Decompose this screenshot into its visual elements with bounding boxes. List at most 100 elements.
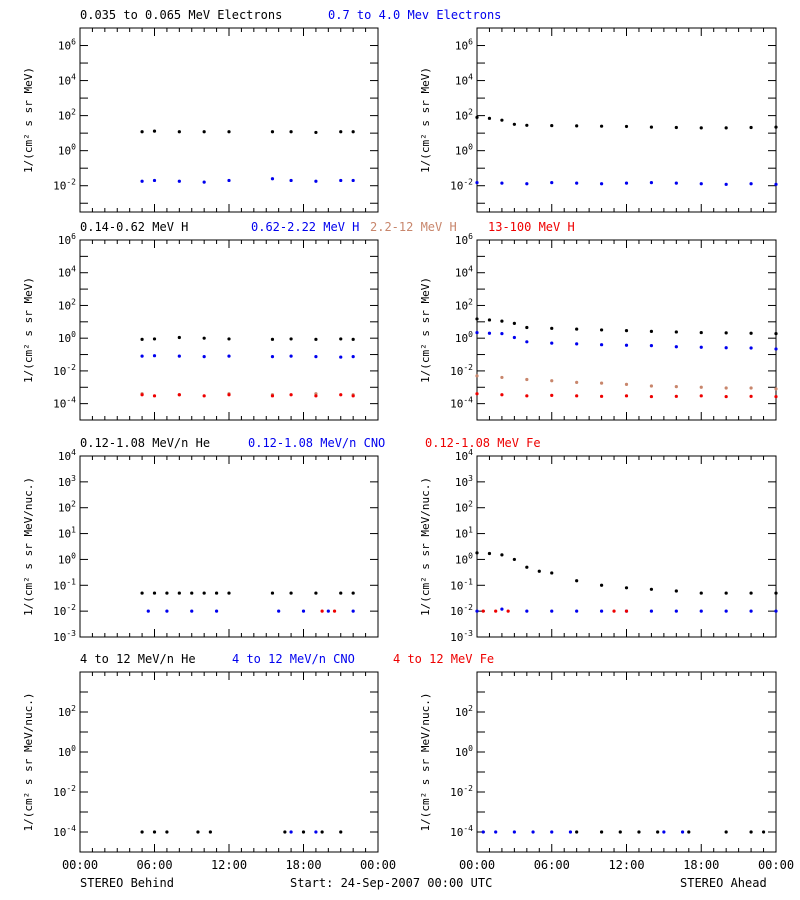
data-point-behind-3-s1 — [270, 591, 275, 595]
y-tick-label-behind-4-2: 10-2 — [53, 784, 76, 799]
data-point-ahead-2-s2 — [575, 342, 579, 346]
y-tick-label-ahead-4-0: 102 — [455, 704, 473, 719]
y-tick-label-ahead-3-0: 104 — [455, 448, 473, 463]
y-tick-label-behind-2-3: 100 — [58, 330, 76, 345]
y-tick-label-behind-3-1: 103 — [58, 474, 76, 489]
data-point-behind-2-s1 — [202, 336, 206, 340]
data-point-ahead-2-s3 — [774, 387, 778, 391]
data-point-ahead-2-s4 — [475, 392, 479, 396]
series-title-1-1: 0.035 to 0.065 MeV Electrons — [80, 8, 282, 22]
data-point-ahead-1-s2 — [599, 182, 604, 186]
data-point-ahead-2-s2 — [550, 341, 554, 345]
data-point-ahead-2-s4 — [749, 394, 753, 398]
data-point-ahead-1-s2 — [550, 181, 554, 185]
data-point-behind-2-s2 — [339, 355, 343, 359]
data-point-behind-2-s2 — [140, 354, 144, 358]
data-point-behind-3-s2 — [146, 609, 150, 613]
panel-ahead-row3: 104 103 102 101 100 10-1 10-2 10-3 1/(cm² s sr M… — [419, 448, 778, 644]
data-point-ahead-3-s3 — [481, 609, 485, 613]
data-point-ahead-3-s2 — [649, 609, 654, 613]
data-point-ahead-1-s2 — [699, 182, 703, 186]
data-point-behind-3-s1 — [314, 591, 318, 595]
panel-behind-row4: 102 100 10-2 10-4 1/(cm² s sr MeV/nuc.) — [22, 671, 379, 853]
data-point-behind-1-s1 — [270, 130, 275, 134]
data-point-ahead-2-s1 — [649, 329, 654, 333]
data-point-ahead-4-s1 — [687, 830, 691, 834]
y-tick-label-behind-3-5: 10-1 — [53, 577, 76, 592]
data-point-ahead-2-s3 — [624, 382, 629, 386]
data-point-behind-2-s2 — [270, 354, 275, 359]
data-point-ahead-3-s1 — [624, 586, 629, 590]
data-point-ahead-2-s4 — [500, 393, 504, 397]
data-point-behind-3-s1 — [140, 591, 144, 595]
panel-ahead-row2: 106 104 102 100 10-2 10-4 1/(cm² s sr MeV) — [419, 232, 778, 421]
panel-behind-row1: 106 104 102 100 10-2 1/(cm² s sr MeV) — [22, 27, 379, 213]
y-tick-label-ahead-2-1: 104 — [455, 265, 473, 280]
data-point-ahead-1-s2 — [525, 182, 529, 186]
series-title-2-2: 0.62-2.22 MeV H — [251, 220, 359, 234]
series-title-4-2: 4 to 12 MeV/n CNO — [232, 652, 355, 666]
data-point-behind-2-s1 — [152, 337, 157, 341]
y-tick-label-behind-2-0: 106 — [58, 232, 76, 247]
data-point-ahead-1-s1 — [500, 118, 504, 122]
data-point-ahead-2-s3 — [500, 375, 504, 380]
data-point-behind-3-s2 — [351, 609, 355, 613]
data-point-behind-2-s4 — [314, 394, 318, 398]
data-point-ahead-3-s1 — [674, 589, 678, 593]
data-point-ahead-2-s4 — [525, 394, 529, 398]
y-axis-label-behind-4: 1/(cm² s sr MeV/nuc.) — [22, 692, 35, 831]
x-tick-label-ahead-1: 06:00 — [534, 858, 570, 872]
data-point-ahead-3-s2 — [699, 609, 703, 613]
data-point-behind-3-s3 — [332, 609, 337, 613]
y-axis-label-ahead-4: 1/(cm² s sr MeV/nuc.) — [419, 692, 432, 831]
data-point-behind-2-s1 — [227, 337, 231, 341]
y-tick-label-ahead-3-6: 10-2 — [450, 603, 473, 618]
data-point-ahead-2-s2 — [512, 335, 516, 340]
data-point-ahead-4-s1 — [599, 830, 604, 834]
y-tick-label-ahead-4-1: 100 — [455, 744, 473, 759]
data-point-ahead-1-s2 — [500, 181, 504, 185]
data-point-behind-1-s1 — [152, 129, 157, 133]
data-point-behind-4-s2 — [289, 830, 293, 834]
data-point-ahead-2-s2 — [475, 330, 479, 335]
data-point-ahead-2-s4 — [724, 394, 728, 399]
series-title-4-1: 4 to 12 MeV/n He — [80, 652, 196, 666]
data-point-behind-2-s2 — [152, 354, 157, 358]
y-axis-label-ahead-2: 1/(cm² s sr MeV) — [419, 277, 432, 383]
data-point-behind-2-s2 — [202, 354, 206, 359]
data-point-behind-4-s1 — [140, 830, 144, 834]
data-point-behind-3-s1 — [152, 591, 157, 595]
data-point-behind-1-s2 — [202, 180, 206, 184]
data-point-ahead-1-s2 — [774, 182, 778, 186]
y-tick-label-behind-3-7: 10-3 — [53, 629, 76, 644]
data-point-behind-3-s2 — [214, 609, 219, 613]
series-title-3-1: 0.12-1.08 MeV/n He — [80, 436, 210, 450]
y-tick-label-behind-4-3: 10-4 — [53, 824, 76, 839]
data-point-ahead-4-s2 — [481, 830, 485, 834]
data-point-ahead-3-s1 — [475, 551, 479, 555]
y-tick-label-ahead-4-2: 10-2 — [450, 784, 473, 799]
y-tick-label-behind-1-1: 104 — [58, 73, 76, 88]
data-point-behind-1-s2 — [152, 178, 157, 183]
data-point-ahead-2-s4 — [599, 394, 604, 398]
data-point-behind-4-s1 — [339, 830, 343, 834]
data-point-behind-4-s1 — [196, 830, 200, 834]
data-point-ahead-2-s1 — [487, 318, 492, 322]
data-point-behind-2-s2 — [351, 354, 355, 359]
data-point-ahead-4-s1 — [618, 830, 622, 834]
y-tick-label-behind-1-3: 100 — [58, 143, 76, 158]
data-point-ahead-2-s2 — [674, 345, 678, 349]
data-point-ahead-1-s2 — [624, 181, 629, 185]
y-tick-label-ahead-3-5: 10-1 — [450, 577, 473, 592]
y-axis-label-behind-1: 1/(cm² s sr MeV) — [22, 67, 35, 173]
data-point-behind-1-s1 — [202, 130, 206, 134]
data-point-ahead-3-s1 — [500, 553, 504, 557]
y-tick-label-ahead-3-7: 10-3 — [450, 629, 473, 644]
y-tick-label-ahead-2-4: 10-2 — [450, 363, 473, 378]
data-point-ahead-2-s2 — [699, 345, 703, 349]
footer-left-label: STEREO Behind — [80, 876, 174, 890]
data-point-behind-1-s1 — [289, 130, 293, 134]
data-point-ahead-1-s2 — [475, 181, 479, 185]
data-point-behind-4-s1 — [152, 830, 157, 834]
data-point-behind-3-s1 — [227, 591, 231, 595]
